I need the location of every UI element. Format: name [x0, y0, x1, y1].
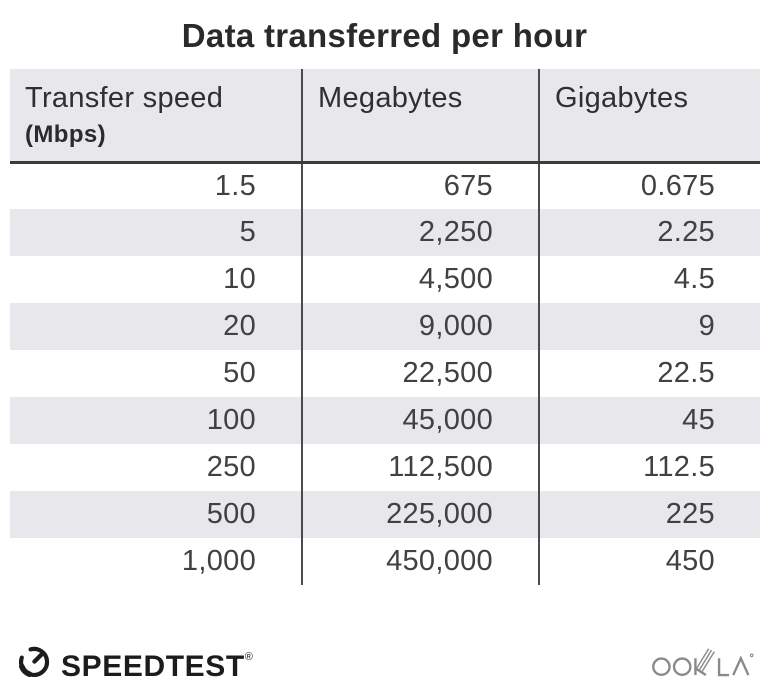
cell-gigabytes: 9 — [538, 303, 760, 350]
cell-gigabytes: 0.675 — [538, 162, 760, 209]
cell-speed-mbps: 250 — [206, 451, 256, 483]
cell-megabytes: 225,000 — [301, 491, 539, 538]
cell-speed-mbps: 10 — [223, 263, 256, 295]
cell-gigabytes: 45 — [538, 397, 760, 444]
cell-megabytes: 675 — [301, 162, 539, 209]
cell-megabytes: 9,000 — [301, 303, 539, 350]
data-table: Transfer speed (Mbps) Megabytes Gigabyte… — [10, 69, 760, 585]
table-row: 250 112,500 112.5 — [10, 444, 760, 491]
registered-mark: ® — [244, 651, 253, 663]
cell-speed-mbps: 500 — [10, 491, 302, 538]
column-header-sublabel: (Mbps) — [25, 121, 107, 148]
table-row: 5 2,250 2.25 — [10, 209, 760, 256]
column-header-label: Gigabytes — [555, 82, 689, 114]
table-row: 1.5 675 0.675 — [10, 162, 760, 209]
cell-speed-mbps: 100 — [10, 397, 302, 444]
speedtest-logo: SPEEDTEST® — [16, 640, 253, 684]
cell-gigabytes: 450 — [538, 538, 760, 585]
cell-megabytes: 22,500 — [301, 350, 539, 397]
table-row: 1,000 450,000 450 — [10, 538, 760, 585]
table-row: 500 225,000 225 — [10, 491, 760, 538]
cell-gigabytes: 225 — [538, 491, 760, 538]
cell-megabytes: 2,250 — [301, 209, 539, 256]
column-header-transfer-speed: Transfer speed (Mbps) — [10, 69, 302, 164]
footer: SPEEDTEST® — [16, 641, 755, 683]
cell-speed-mbps: 20 — [10, 303, 302, 350]
speedtest-wordmark: SPEEDTEST® — [61, 640, 253, 684]
table-body: 1.5 675 0.675 5 2,250 2.25 10 4,500 4.5 20 9,000 9 5… — [10, 162, 760, 585]
column-header-label: Transfer speed — [25, 82, 224, 114]
cell-megabytes: 4,500 — [301, 256, 539, 303]
table-row: 100 45,000 45 — [10, 397, 760, 444]
cell-gigabytes: 22.5 — [538, 350, 760, 397]
cell-gigabytes: 112.5 — [538, 444, 760, 491]
cell-speed-mbps: 1,000 — [181, 545, 256, 577]
table-row: 20 9,000 9 — [10, 303, 760, 350]
column-header-megabytes: Megabytes — [301, 69, 539, 164]
cell-speed-mbps: 1.5 — [214, 169, 256, 202]
cell-gigabytes: 2.25 — [538, 209, 760, 256]
ookla-logo — [651, 643, 755, 681]
ookla-wordmark-icon — [651, 643, 755, 681]
table-header: Transfer speed (Mbps) Megabytes Gigabyte… — [10, 69, 760, 164]
cell-megabytes: 45,000 — [301, 397, 539, 444]
speedtest-gauge-icon — [16, 644, 52, 680]
cell-speed-mbps: 50 — [223, 357, 256, 389]
table-row: 10 4,500 4.5 — [10, 256, 760, 303]
speedtest-wordmark-text: SPEEDTEST — [61, 650, 245, 683]
page-title: Data transferred per hour — [181, 17, 588, 54]
column-header-gigabytes: Gigabytes — [538, 69, 760, 164]
header-row: Transfer speed (Mbps) Megabytes Gigabyte… — [10, 69, 760, 164]
cell-speed-mbps: 5 — [10, 209, 302, 256]
column-header-label: Megabytes — [318, 82, 463, 114]
cell-megabytes: 450,000 — [301, 538, 539, 585]
cell-megabytes: 112,500 — [301, 444, 539, 491]
table-row: 50 22,500 22.5 — [10, 350, 760, 397]
cell-gigabytes: 4.5 — [538, 256, 760, 303]
